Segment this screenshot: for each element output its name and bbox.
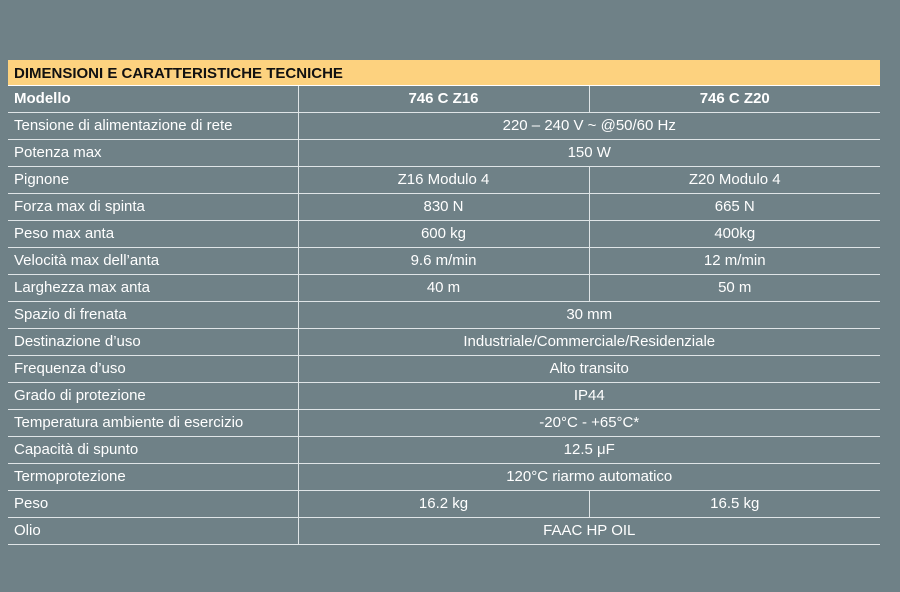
table-row: Tensione di alimentazione di rete 220 – 2… <box>8 112 880 140</box>
row-label: Forza max di spinta <box>8 193 299 221</box>
row-value: IP44 <box>298 382 880 410</box>
table-row: Peso 16.2 kg 16.5 kg <box>8 490 880 518</box>
table-row: Forza max di spinta 830 N 665 N <box>8 193 880 221</box>
row-value: 150 W <box>298 139 880 167</box>
table-row: Peso max anta 600 kg 400kg <box>8 220 880 248</box>
table-title: DIMENSIONI E CARATTERISTICHE TECNICHE <box>8 60 880 86</box>
row-label: Temperatura ambiente di esercizio <box>8 409 299 437</box>
row-value-model-a: Z16 Modulo 4 <box>298 166 590 194</box>
row-value-model-b: 400kg <box>589 220 880 248</box>
table-row: Potenza max 150 W <box>8 139 880 167</box>
row-label: Grado di protezione <box>8 382 299 410</box>
row-value-model-b: Z20 Modulo 4 <box>589 166 880 194</box>
row-label: Capacità di spunto <box>8 436 299 464</box>
row-label: Tensione di alimentazione di rete <box>8 112 299 140</box>
row-label: Termoprotezione <box>8 463 299 491</box>
table-row: Velocità max dell’anta 9.6 m/min 12 m/min <box>8 247 880 275</box>
table-row: Olio FAAC HP OIL <box>8 517 880 545</box>
header-row: Modello 746 C Z16 746 C Z20 <box>8 86 880 113</box>
row-label: Peso max anta <box>8 220 299 248</box>
row-label: Velocità max dell’anta <box>8 247 299 275</box>
table-row: Destinazione d’uso Industriale/Commercial… <box>8 328 880 356</box>
row-label: Potenza max <box>8 139 299 167</box>
spec-table: DIMENSIONI E CARATTERISTICHE TECNICHE Mo… <box>8 60 880 545</box>
row-value: FAAC HP OIL <box>298 517 880 545</box>
row-label: Larghezza max anta <box>8 274 299 302</box>
row-value: 30 mm <box>298 301 880 329</box>
table-row: Spazio di frenata 30 mm <box>8 301 880 329</box>
table-row: Capacità di spunto 12.5 μF <box>8 436 880 464</box>
row-value-model-a: 600 kg <box>298 220 590 248</box>
header-model-a: 746 C Z16 <box>298 86 590 113</box>
table-row: Pignone Z16 Modulo 4 Z20 Modulo 4 <box>8 166 880 194</box>
header-model-b: 746 C Z20 <box>589 86 880 113</box>
row-label: Pignone <box>8 166 299 194</box>
row-value-model-a: 830 N <box>298 193 590 221</box>
row-value: Alto transito <box>298 355 880 383</box>
row-value: 220 – 240 V ~ @50/60 Hz <box>298 112 880 140</box>
row-value-model-b: 665 N <box>589 193 880 221</box>
row-value: -20°C - +65°C* <box>298 409 880 437</box>
row-value-model-a: 16.2 kg <box>298 490 590 518</box>
row-label: Destinazione d’uso <box>8 328 299 356</box>
row-label: Frequenza d’uso <box>8 355 299 383</box>
row-value-model-b: 12 m/min <box>589 247 880 275</box>
row-label: Spazio di frenata <box>8 301 299 329</box>
row-value-model-b: 50 m <box>589 274 880 302</box>
table-row: Temperatura ambiente di esercizio -20°C -… <box>8 409 880 437</box>
row-value-model-a: 40 m <box>298 274 590 302</box>
header-label: Modello <box>8 86 299 113</box>
row-value: 12.5 μF <box>298 436 880 464</box>
row-value-model-b: 16.5 kg <box>589 490 880 518</box>
row-value: Industriale/Commerciale/Residenziale <box>298 328 880 356</box>
row-label: Olio <box>8 517 299 545</box>
row-label: Peso <box>8 490 299 518</box>
table-row: Termoprotezione 120°C riarmo automatico <box>8 463 880 491</box>
table-row: Grado di protezione IP44 <box>8 382 880 410</box>
row-value-model-a: 9.6 m/min <box>298 247 590 275</box>
spec-grid: Modello 746 C Z16 746 C Z20 Tensione di … <box>8 86 880 545</box>
row-value: 120°C riarmo automatico <box>298 463 880 491</box>
table-row: Larghezza max anta 40 m 50 m <box>8 274 880 302</box>
table-row: Frequenza d’uso Alto transito <box>8 355 880 383</box>
